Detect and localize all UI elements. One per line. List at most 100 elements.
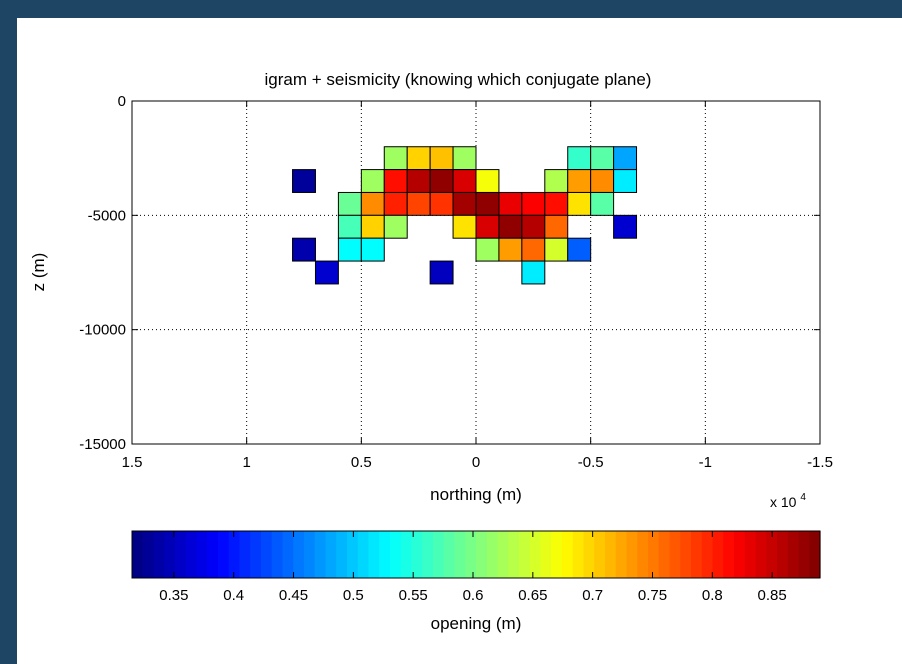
colorbar-segment	[519, 531, 531, 578]
colorbar-segment	[175, 531, 187, 578]
colorbar-tick-label: 0.55	[399, 587, 428, 604]
colorbar-segment	[153, 531, 165, 578]
y-tick-label: -5000	[88, 207, 126, 224]
heatmap-cells	[292, 146, 638, 285]
colorbar-segment	[218, 531, 230, 578]
colorbar-segment	[465, 531, 477, 578]
colorbar-segment	[691, 531, 703, 578]
colorbar-segment	[433, 531, 445, 578]
colorbar-segment	[777, 531, 789, 578]
colorbar-segment	[347, 531, 359, 578]
heatmap-cell	[383, 214, 408, 239]
heatmap-cell	[521, 214, 546, 239]
heatmap-cell	[383, 169, 408, 193]
colorbar-segment	[207, 531, 219, 578]
colorbar-segment	[766, 531, 778, 578]
colorbar-segment	[648, 531, 660, 578]
heatmap-cell	[544, 214, 569, 239]
heatmap-cell	[314, 260, 339, 285]
heatmap-cell	[292, 169, 316, 193]
heatmap-cell	[360, 214, 385, 239]
colorbar-segment	[583, 531, 595, 578]
colorbar-segment	[239, 531, 251, 578]
colorbar-segment	[454, 531, 466, 578]
colorbar-segment	[605, 531, 617, 578]
colorbar-segment	[443, 531, 456, 578]
heatmap-cell	[544, 237, 569, 262]
heatmap-cell	[429, 169, 454, 193]
colorbar-segment	[809, 531, 821, 578]
x-tick-label: 1	[242, 454, 250, 471]
heatmap-cell	[544, 191, 569, 216]
colorbar-segment	[271, 531, 284, 578]
heatmap-cell	[337, 214, 362, 239]
colorbar-segment	[325, 531, 337, 578]
colorbar-border	[131, 530, 821, 579]
heatmap-cell	[521, 260, 546, 285]
colorbar-segment	[508, 531, 520, 578]
colorbar-segment	[658, 531, 671, 578]
colorbar-segment	[562, 531, 574, 578]
colorbar-tick-label: 0.85	[758, 587, 787, 604]
colorbar	[132, 531, 821, 578]
heatmap-cell	[521, 191, 546, 216]
colorbar-segment	[615, 531, 628, 578]
colorbar-segment	[734, 531, 746, 578]
colorbar-segment	[390, 531, 402, 578]
heatmap-cell	[475, 214, 500, 239]
x-tick-label: -1	[699, 454, 712, 471]
heatmap-cell	[360, 237, 385, 262]
y-axis-label: z (m)	[29, 253, 48, 292]
colorbar-tick-label: 0.45	[279, 587, 308, 604]
colorbar-tick-label: 0.8	[702, 587, 723, 604]
colorbar-segment	[261, 531, 273, 578]
colorbar-tick-label: 0.6	[463, 587, 484, 604]
x-tick-label: 0.5	[351, 454, 372, 471]
heatmap-cell	[452, 191, 477, 216]
heatmap-cell	[406, 191, 431, 216]
chart-title: igram + seismicity (knowing which conjug…	[265, 70, 652, 89]
heatmap-cell	[406, 169, 431, 193]
colorbar-tick-labels: 0.35 0.4 0.45 0.5 0.55 0.6 0.65 0.7 0.75 0.8 0.85	[159, 587, 786, 604]
heatmap-cell	[567, 237, 592, 262]
colorbar-segment	[594, 531, 606, 578]
heatmap-cell	[292, 237, 316, 262]
x-tick-labels: 1.5 1 0.5 0 -0.5 -1 -1.5	[122, 454, 833, 471]
heatmap-cell	[590, 169, 615, 193]
colorbar-segment	[400, 531, 413, 578]
x-axis-exponent-base: x 10	[770, 494, 797, 510]
colorbar-segment	[379, 531, 391, 578]
colorbar-segment	[680, 531, 692, 578]
x-axis-exponent-power: 4	[800, 492, 806, 503]
heatmap-cell	[498, 214, 523, 239]
colorbar-segment	[798, 531, 810, 578]
heatmap-cell	[521, 237, 546, 262]
x-axis-exponent: x 10 4	[770, 492, 806, 510]
heatmap-cell	[406, 146, 431, 171]
heatmap-cell	[475, 191, 500, 216]
heatmap-cell	[567, 169, 592, 193]
x-tick-label: -0.5	[578, 454, 604, 471]
heatmap-cell	[429, 191, 454, 216]
colorbar-segment	[529, 531, 542, 578]
heatmap-cell	[475, 169, 500, 193]
colorbar-segment	[669, 531, 681, 578]
heatmap-cell	[429, 260, 454, 285]
x-tick-label: 1.5	[122, 454, 143, 471]
colorbar-segment	[357, 531, 370, 578]
heatmap-cell	[613, 214, 638, 239]
colorbar-segment	[787, 531, 800, 578]
colorbar-segment	[551, 531, 563, 578]
colorbar-tick-label: 0.35	[159, 587, 188, 604]
colorbar-segment	[196, 531, 208, 578]
heatmap-cell	[590, 191, 615, 216]
heatmap-cell	[429, 146, 454, 171]
x-axis-label: northing (m)	[430, 485, 522, 504]
heatmap-cell	[360, 191, 385, 216]
y-tick-label: -15000	[79, 436, 126, 453]
heatmap-cell	[383, 146, 408, 171]
heatmap-cell	[360, 169, 385, 193]
y-tick-labels: 0 -5000 -10000 -15000	[79, 93, 126, 453]
colorbar-tick-label: 0.65	[518, 587, 547, 604]
axis-ticks	[131, 100, 821, 445]
